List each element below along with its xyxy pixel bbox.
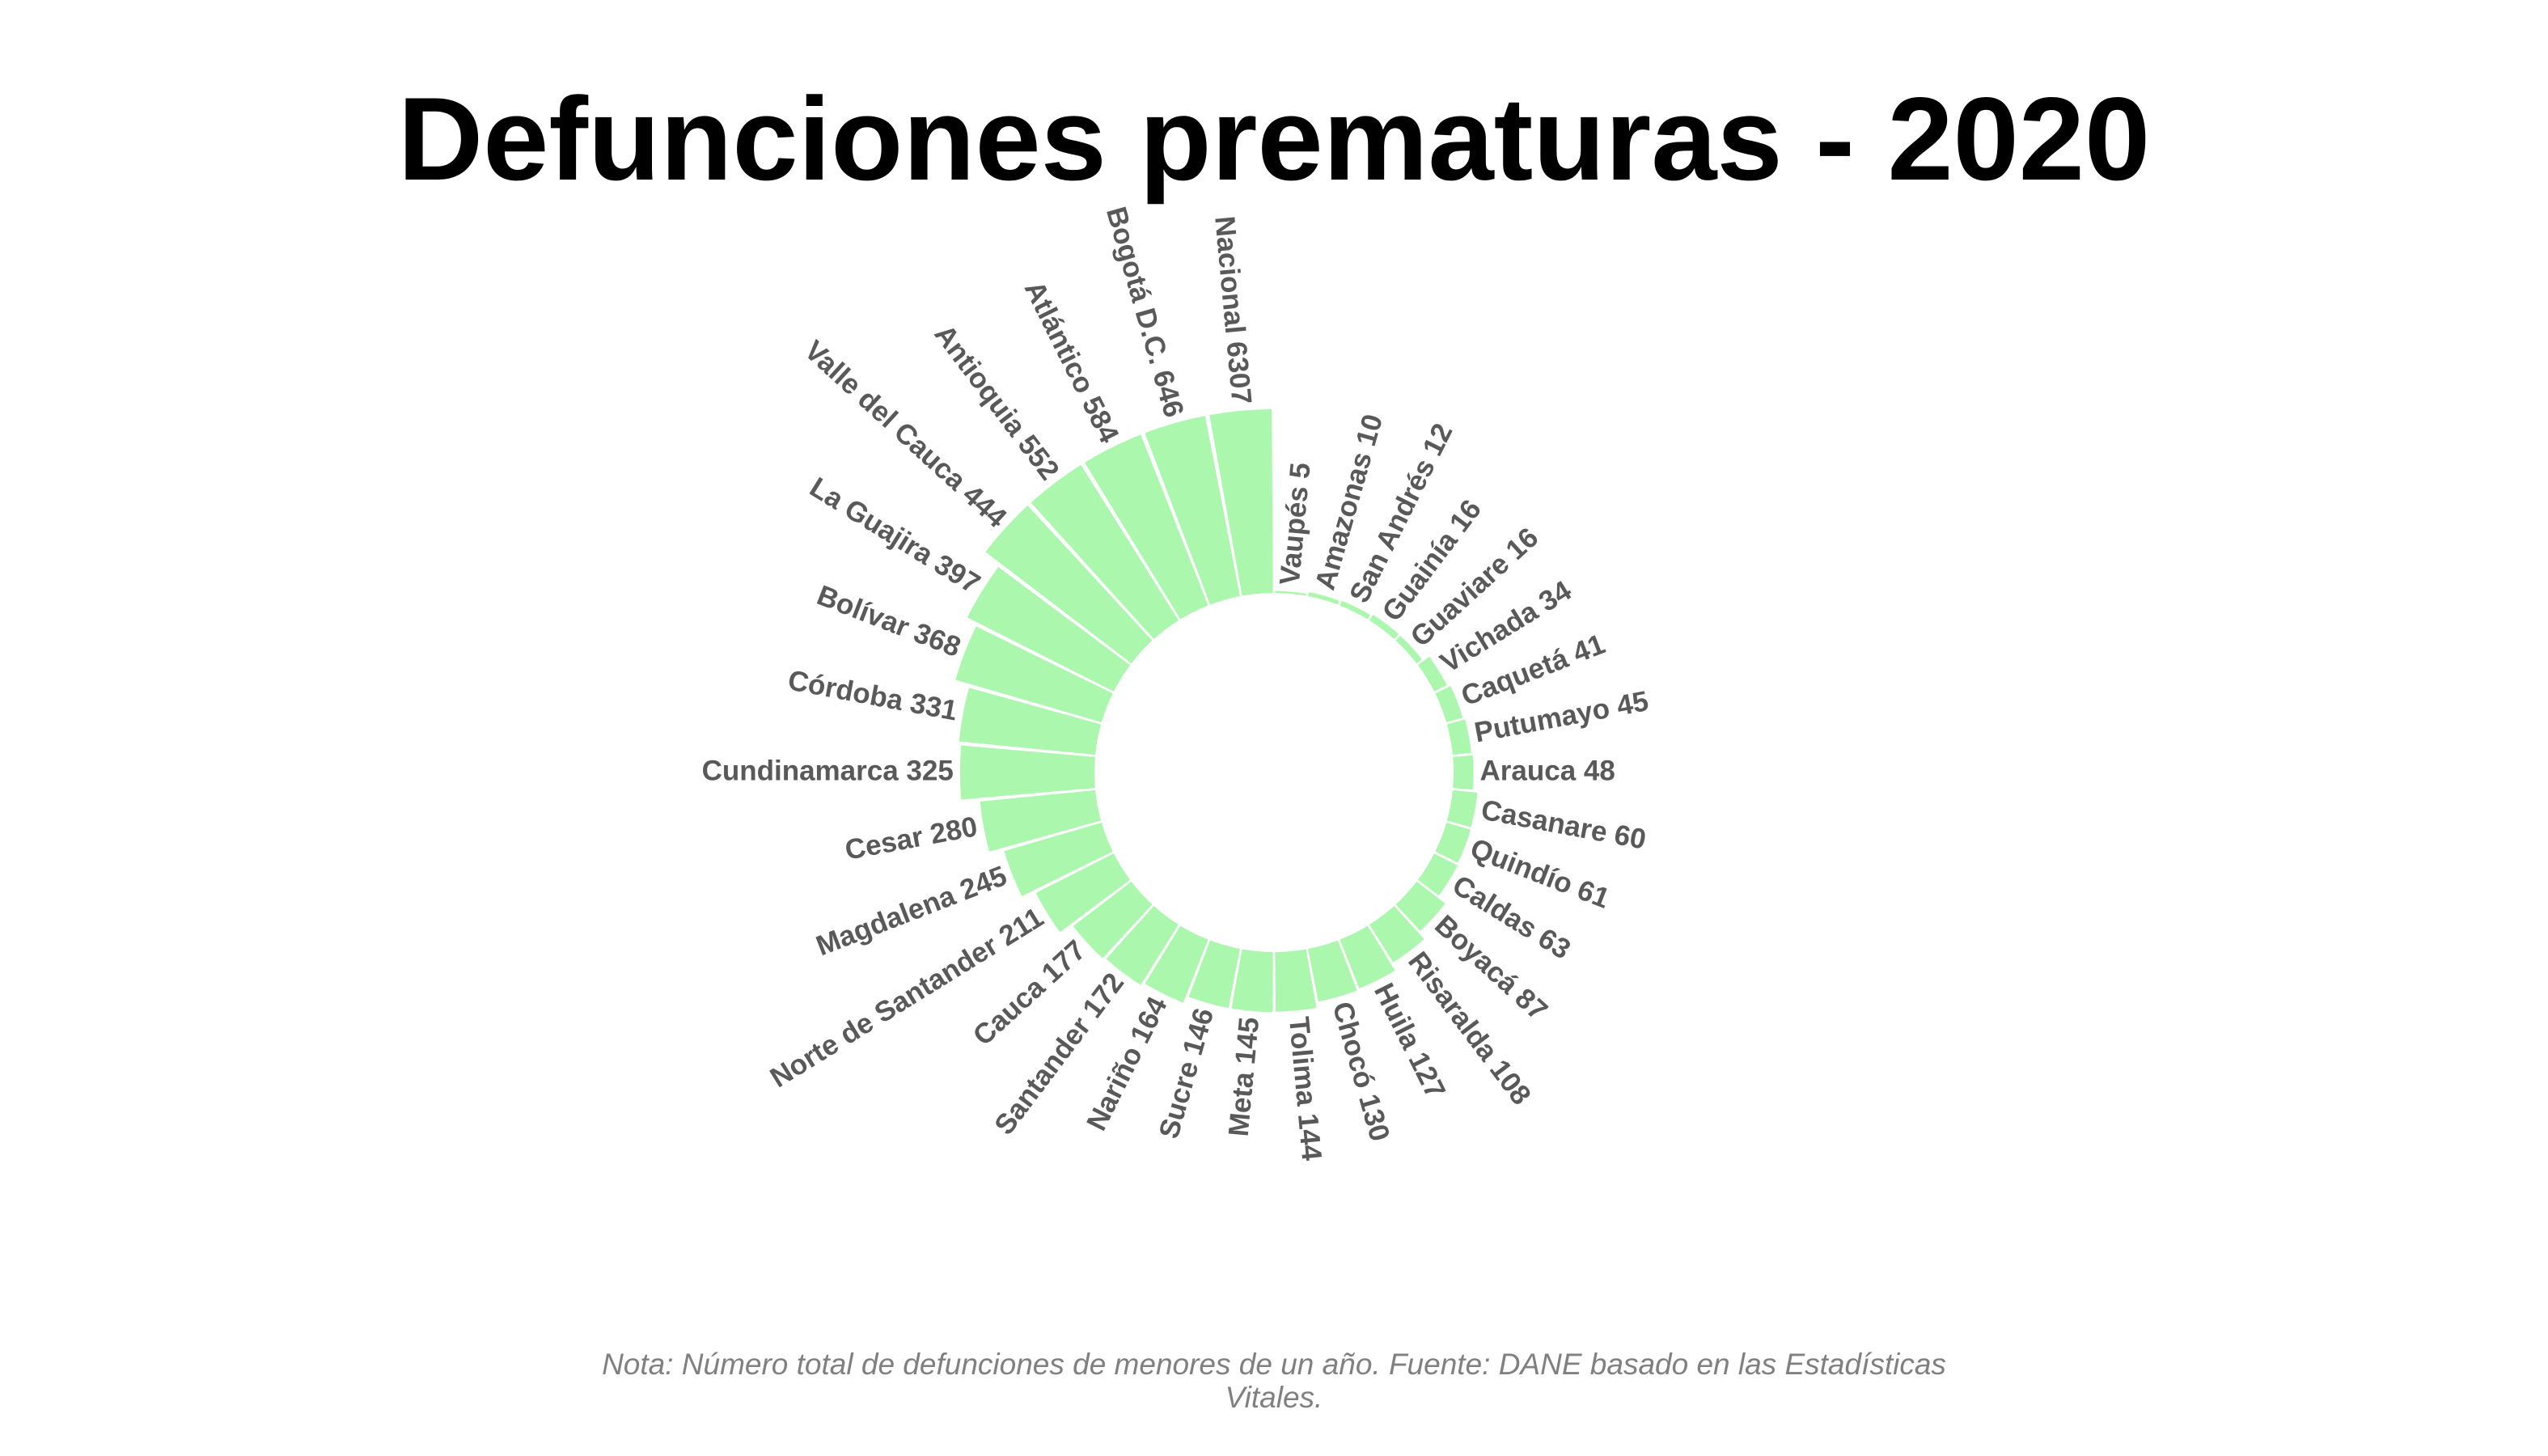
bar-valle-del-cauca — [985, 506, 1153, 664]
label-vaupes: Vaupés 5 — [1274, 461, 1317, 586]
bar-guaviare — [1395, 635, 1422, 664]
bar-antioquia — [1031, 464, 1179, 640]
bar-cauca — [1073, 881, 1153, 959]
label-cordoba: Córdoba 331 — [785, 664, 960, 726]
bar-tolima — [1275, 949, 1317, 1012]
bar-putumayo — [1446, 719, 1471, 756]
source-note: Nota: Número total de defunciones de men… — [602, 1348, 1946, 1414]
label-tolima: Tolima 144 — [1283, 1015, 1327, 1162]
bar-choco — [1308, 940, 1357, 1002]
page-title: Defunciones prematuras - 2020 — [397, 73, 2151, 205]
label-cundinamarca: Cundinamarca 325 — [702, 755, 954, 786]
label-atlantico: Atlántico 584 — [1018, 276, 1125, 448]
bar-boyaca — [1395, 881, 1445, 931]
bar-vaupes — [1275, 590, 1306, 596]
label-bogota-d-c: Bogotá D.C. 646 — [1100, 203, 1190, 421]
bar-bolivar — [955, 626, 1113, 722]
bar-risaralda — [1369, 905, 1424, 963]
bar-caldas — [1417, 853, 1458, 895]
bars-layer — [955, 409, 1478, 1013]
bar-norte-de-santander — [1035, 853, 1131, 933]
bar-la-guajira — [967, 566, 1131, 692]
label-meta: Meta 145 — [1223, 1016, 1265, 1138]
bar-santander — [1106, 905, 1179, 985]
bar-amazonas — [1308, 592, 1340, 605]
bar-caqueta — [1435, 686, 1463, 722]
bar-casanare — [1446, 789, 1478, 827]
bar-san-andres — [1340, 600, 1370, 620]
bar-vichada — [1417, 656, 1447, 692]
bar-guainia — [1369, 615, 1399, 640]
bar-arauca — [1453, 755, 1474, 790]
bar-magdalena — [1004, 823, 1113, 896]
bar-narino — [1145, 925, 1208, 1003]
bar-bogota-d-c — [1145, 416, 1240, 605]
label-cesar: Cesar 280 — [843, 811, 980, 866]
bar-huila — [1340, 925, 1395, 988]
bar-atlantico — [1084, 434, 1208, 620]
label-bolivar: Bolívar 368 — [813, 579, 965, 663]
bar-nacional — [1209, 409, 1273, 596]
label-arauca: Arauca 48 — [1480, 755, 1615, 786]
bar-cordoba — [959, 688, 1102, 756]
bar-sucre — [1188, 940, 1240, 1009]
bar-quindio — [1435, 823, 1471, 863]
bar-cundinamarca — [959, 745, 1095, 800]
bar-cesar — [980, 789, 1102, 852]
label-nacional: Nacional 6307 — [1208, 214, 1257, 405]
bar-meta — [1231, 949, 1273, 1013]
